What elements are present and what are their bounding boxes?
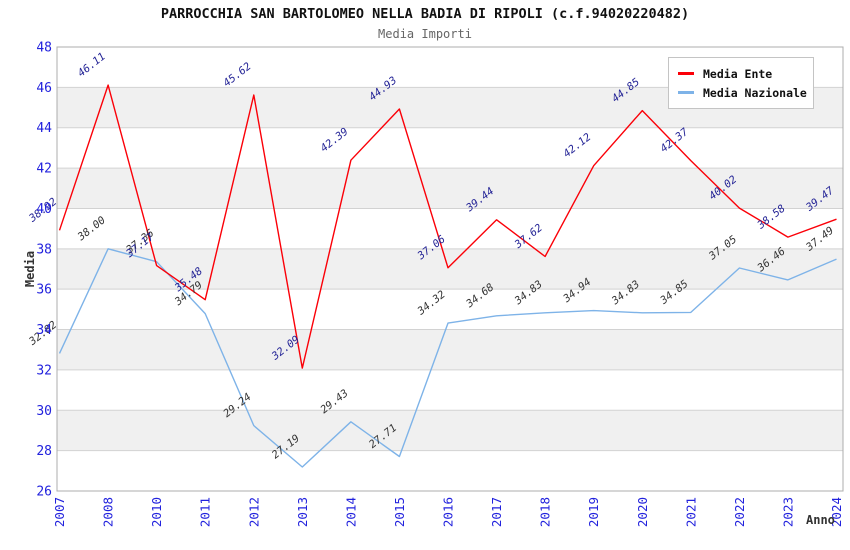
y-tick-label: 26 xyxy=(36,485,52,500)
y-tick-label: 30 xyxy=(36,404,52,419)
series-line-media-ente xyxy=(58,84,837,369)
y-tick-label: 40 xyxy=(36,202,52,217)
legend-label: Media Ente xyxy=(703,66,773,81)
x-tick-label: 2007 xyxy=(52,497,67,527)
x-tick-label: 2008 xyxy=(101,497,116,527)
legend-item-media-nazionale: Media Nazionale xyxy=(678,83,807,102)
x-tick-label: 2015 xyxy=(392,497,407,527)
plot-band xyxy=(57,369,843,411)
legend-item-media-ente: Media Ente xyxy=(678,64,805,83)
y-tick-label: 38 xyxy=(36,242,52,257)
y-tick-label: 36 xyxy=(36,283,52,298)
x-axis-title: Anno xyxy=(806,513,835,527)
plot-band xyxy=(57,127,843,169)
y-axis-title: Media xyxy=(23,250,37,288)
series-line-media-nazionale xyxy=(58,248,837,468)
x-tick-label: 2017 xyxy=(489,497,504,527)
legend-swatch-icon xyxy=(678,91,694,94)
y-tick-label: 42 xyxy=(36,162,52,177)
x-tick-label: 2018 xyxy=(538,497,553,527)
x-tick-label: 2021 xyxy=(683,497,698,527)
legend-label: Media Nazionale xyxy=(703,85,807,100)
x-tick-label: 2024 xyxy=(829,497,844,527)
y-tick-label: 32 xyxy=(36,363,52,378)
legend-swatch-icon xyxy=(678,72,694,75)
chart-legend: Media Ente Media Nazionale xyxy=(668,57,814,109)
y-tick-label: 34 xyxy=(36,323,52,338)
x-tick-label: 2011 xyxy=(198,497,213,527)
x-tick-label: 2019 xyxy=(586,497,601,527)
chart-title: PARROCCHIA SAN BARTOLOMEO NELLA BADIA DI… xyxy=(160,6,690,22)
chart-subtitle: Media Importi xyxy=(378,27,472,41)
x-tick-label: 2014 xyxy=(343,497,358,527)
y-tick-label: 46 xyxy=(36,81,52,96)
plot-band xyxy=(57,329,843,370)
y-tick-label: 44 xyxy=(36,121,52,136)
plot-border xyxy=(56,46,844,492)
plot-band xyxy=(57,208,843,249)
plot-band xyxy=(57,168,843,209)
x-tick-label: 2010 xyxy=(149,497,164,527)
x-tick-label: 2020 xyxy=(635,497,650,527)
y-tick-label: 48 xyxy=(36,41,52,56)
plot-band xyxy=(57,248,843,290)
plot-band xyxy=(57,450,843,491)
x-tick-label: 2016 xyxy=(441,497,456,527)
x-tick-label: 2022 xyxy=(732,497,747,527)
plot-band xyxy=(57,410,843,451)
x-tick-label: 2013 xyxy=(295,497,310,527)
y-tick-label: 28 xyxy=(36,444,52,459)
x-tick-label: 2012 xyxy=(246,497,261,527)
x-tick-label: 2023 xyxy=(780,497,795,527)
